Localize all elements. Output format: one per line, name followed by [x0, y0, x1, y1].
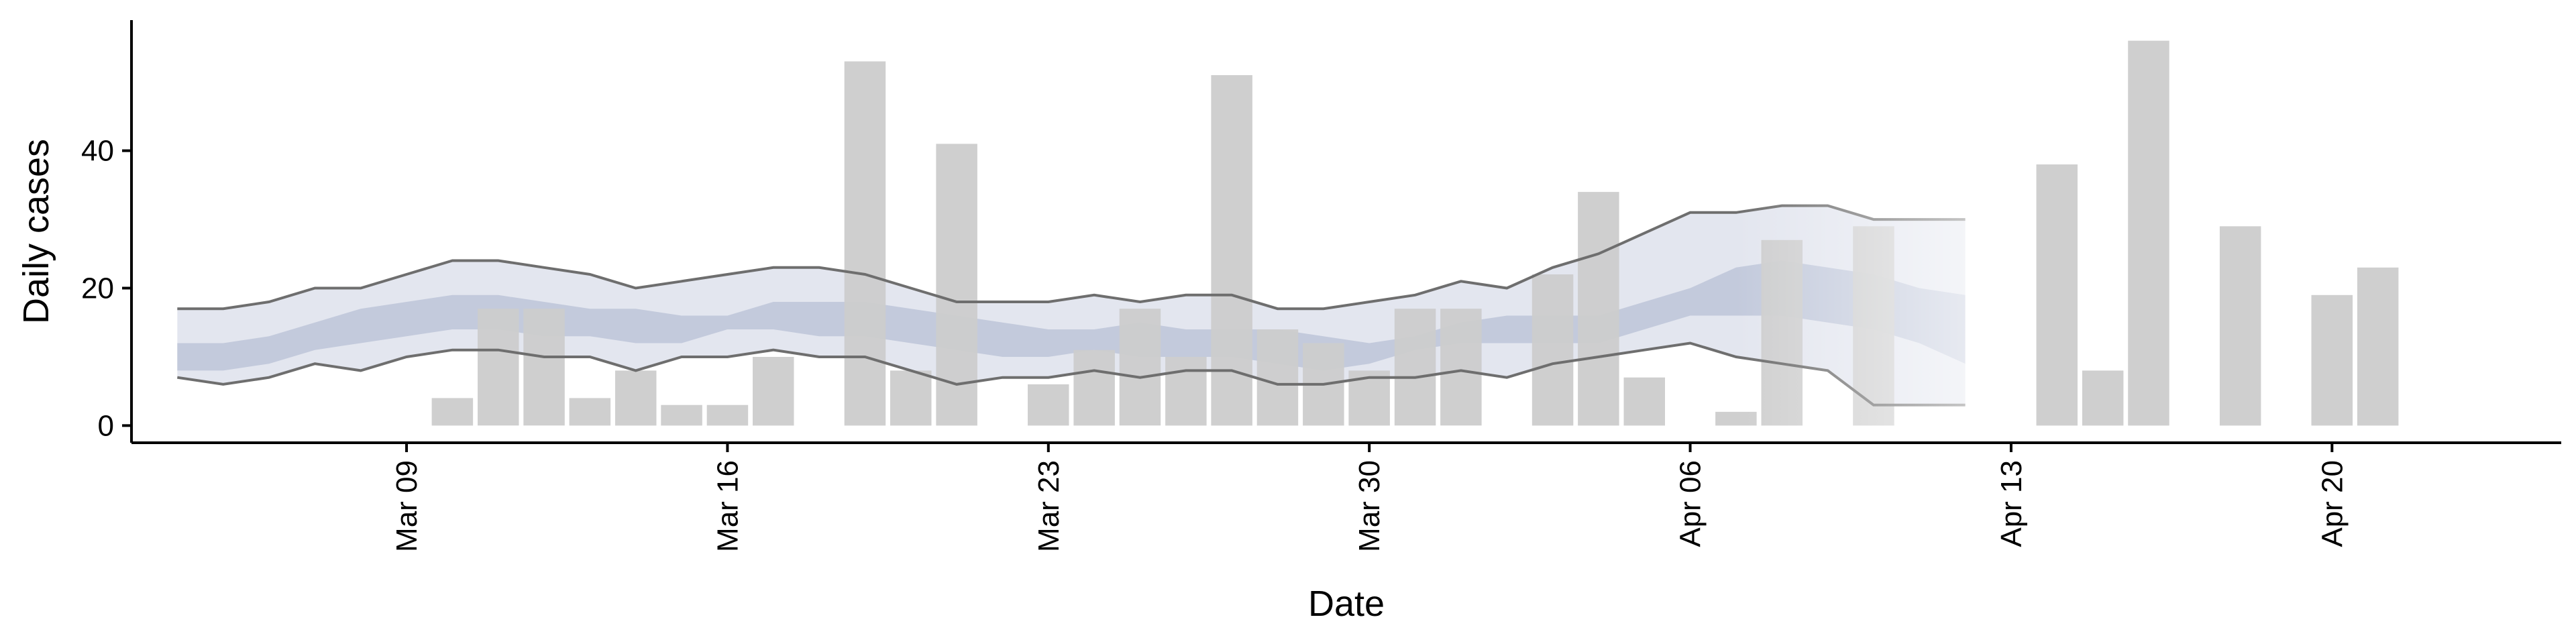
x-axis-title: Date [1308, 584, 1385, 624]
x-tick-label-2020-04-13: Apr 13 [1995, 460, 2028, 547]
bar-2020-04-04 [1578, 192, 1619, 426]
x-ticks: Mar 09 Mar 16 Mar 23 Mar 30 Apr 06 Apr 13 Apr … [390, 443, 2349, 552]
y-tick-label-0: 0 [98, 409, 114, 442]
projection-fade [1735, 20, 1967, 441]
x-tick-label-2020-04-06: Apr 06 [1674, 460, 1707, 547]
upper-bound-line [177, 204, 1966, 311]
bars [431, 40, 2399, 426]
band-fade [1735, 20, 1967, 441]
projection-band [177, 205, 1966, 405]
bar-2020-03-21 [936, 144, 977, 426]
inner-interval [177, 260, 1966, 371]
y-axis-title: Daily cases [16, 139, 56, 324]
y-ticks: 0 20 40 [81, 135, 131, 442]
bar-2020-03-12 [523, 309, 565, 426]
bar-2020-03-31 [1394, 309, 1436, 426]
bar-2020-03-24 [1073, 350, 1115, 426]
bar-2020-03-20 [890, 370, 932, 426]
bar-2020-04-05 [1623, 377, 1665, 426]
lower-bound-line [177, 341, 1966, 407]
bar-2020-04-20 [2311, 294, 2353, 426]
x-tick-label-2020-03-16: Mar 16 [711, 460, 744, 552]
x-tick-label-2020-03-09: Mar 09 [390, 460, 423, 552]
bar-2020-03-14 [615, 370, 657, 426]
bar-2020-03-23 [1028, 384, 1069, 426]
y-tick-label-40: 40 [81, 135, 114, 168]
axes [130, 20, 2561, 444]
bar-2020-03-13 [569, 398, 611, 426]
x-tick-label-2020-04-20: Apr 20 [2316, 460, 2349, 547]
x-tick-label-2020-03-30: Mar 30 [1353, 460, 1386, 552]
bar-2020-03-16 [706, 405, 749, 426]
bound-lines [177, 204, 1966, 407]
bar-2020-03-28 [1256, 329, 1299, 426]
bar-2020-03-19 [844, 61, 886, 426]
bar-2020-03-10 [431, 398, 474, 426]
bar-2020-04-15 [2082, 370, 2124, 426]
bar-2020-03-17 [753, 357, 794, 426]
x-tick-label-2020-03-23: Mar 23 [1032, 460, 1065, 552]
bar-2020-04-14 [2036, 164, 2078, 426]
bar-2020-03-25 [1119, 309, 1161, 426]
bar-2020-03-11 [478, 309, 519, 426]
outer-interval [177, 205, 1966, 405]
bar-2020-04-01 [1440, 309, 1482, 426]
y-tick-label-20: 20 [81, 272, 114, 305]
bar-2020-03-27 [1211, 75, 1252, 426]
bar-2020-03-15 [661, 405, 702, 426]
bar-2020-03-26 [1165, 357, 1207, 426]
bar-2020-04-18 [2219, 226, 2261, 426]
bar-2020-04-21 [2357, 267, 2399, 426]
bar-2020-04-03 [1532, 274, 1574, 426]
bar-2020-04-16 [2128, 40, 2169, 426]
